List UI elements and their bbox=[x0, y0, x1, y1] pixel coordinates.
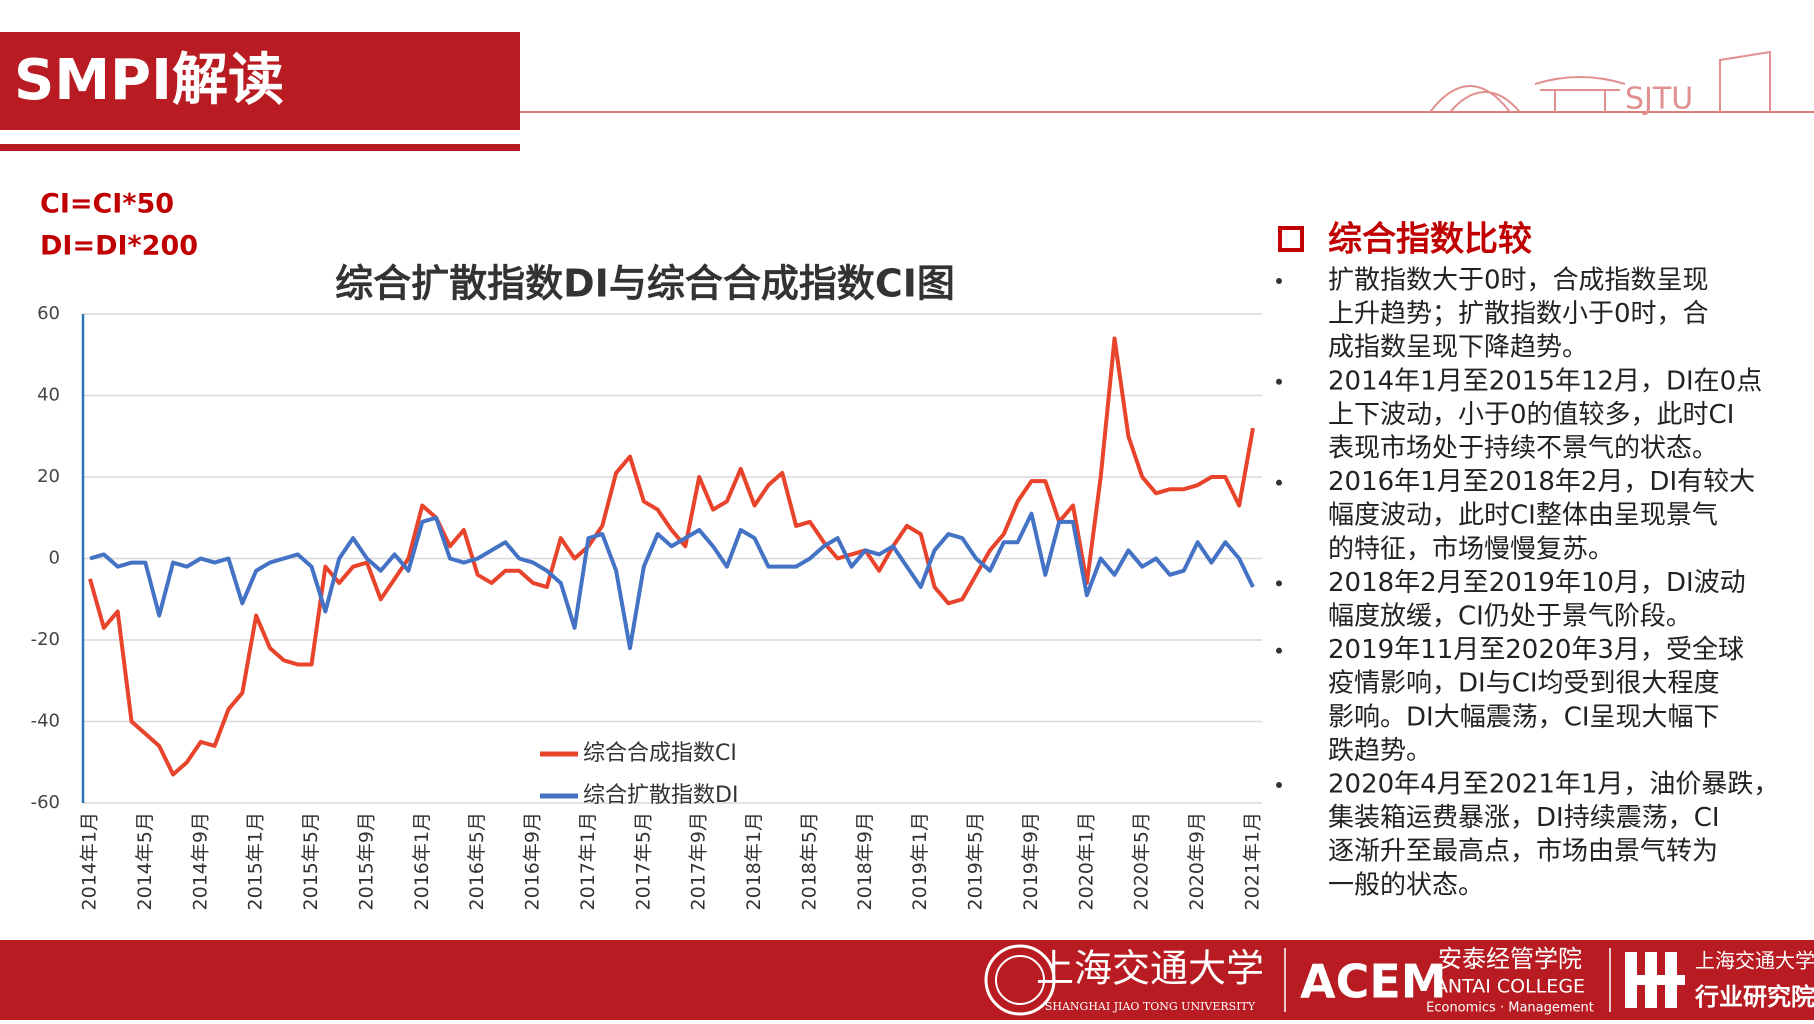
x-tick-label: 2017年9月 bbox=[688, 812, 710, 910]
x-tick-label: 2020年9月 bbox=[1186, 812, 1208, 910]
sjtu-logo bbox=[1429, 50, 1771, 113]
panel-line: 2020年4月至2021年1月，油价暴跌， bbox=[1328, 770, 1779, 800]
x-tick-label: 2017年1月 bbox=[577, 812, 599, 910]
sjtu-seal bbox=[984, 944, 1056, 1016]
panel-line: 的特征，市场慢慢复苏。 bbox=[1328, 534, 1614, 564]
panel-line: 上升趋势；扩散指数小于0时，合 bbox=[1328, 299, 1709, 329]
bullet bbox=[1276, 647, 1282, 654]
bullet bbox=[1276, 580, 1282, 587]
panel-line: 集装箱运费暴涨，DI持续震荡，CI bbox=[1328, 803, 1720, 833]
x-tick-label: 2015年1月 bbox=[245, 812, 267, 910]
footer-antai-sub: Economics · Management bbox=[1426, 1001, 1594, 1016]
x-tick-label: 2014年1月 bbox=[79, 812, 101, 910]
footer-inst-top: 上海交通大学 bbox=[1695, 949, 1814, 973]
note: CI=CI*50 bbox=[40, 189, 174, 220]
panel-line: 一般的状态。 bbox=[1328, 870, 1484, 900]
y-tick-label: 0 bbox=[49, 548, 60, 569]
x-tick-label: 2016年9月 bbox=[522, 812, 544, 910]
x-tick-label: 2018年1月 bbox=[743, 812, 765, 910]
x-tick-label: 2019年5月 bbox=[965, 812, 987, 910]
y-tick-label: -60 bbox=[31, 792, 60, 813]
x-tick-label: 2020年1月 bbox=[1075, 812, 1097, 910]
y-tick-label: -40 bbox=[31, 711, 60, 732]
footer-band bbox=[0, 940, 1814, 1020]
sjtu-logo-text: SJTU bbox=[1625, 82, 1693, 117]
x-tick-label: 2021年1月 bbox=[1242, 812, 1264, 910]
legend-label: 综合扩散指数DI bbox=[583, 783, 738, 808]
y-tick-label: 20 bbox=[37, 466, 60, 487]
bullet bbox=[1276, 782, 1282, 788]
bullet bbox=[1276, 378, 1282, 385]
x-tick-label: 2015年9月 bbox=[355, 812, 377, 910]
x-tick-label: 2016年1月 bbox=[411, 812, 433, 910]
bullet bbox=[1276, 278, 1282, 284]
panel-line: 幅度波动，此时CI整体由呈现景气 bbox=[1328, 501, 1718, 531]
inst-logo bbox=[1625, 952, 1685, 1008]
panel-line: 跌趋势。 bbox=[1328, 736, 1432, 766]
y-tick-label: -20 bbox=[31, 629, 60, 650]
x-tick-label: 2019年1月 bbox=[909, 812, 931, 910]
legend-label: 综合合成指数CI bbox=[583, 741, 737, 766]
panel-line: 疫情影响，DI与CI均受到很大程度 bbox=[1328, 669, 1720, 699]
series-line bbox=[89, 511, 1255, 651]
y-tick-label: 60 bbox=[37, 303, 60, 324]
x-tick-label: 2014年9月 bbox=[189, 812, 211, 910]
panel-line: 逐渐升至最高点，市场由景气转为 bbox=[1328, 837, 1718, 867]
panel-line: 上下波动，小于0的值较多，此时CI bbox=[1328, 400, 1734, 430]
panel-line: 成指数呈现下降趋势。 bbox=[1328, 333, 1588, 363]
footer-antai-cn: 安泰经管学院 bbox=[1438, 945, 1582, 973]
footer-antai-en: ANTAI COLLEGE bbox=[1435, 976, 1585, 998]
x-tick-label: 2015年5月 bbox=[300, 812, 322, 910]
header-rule bbox=[0, 144, 520, 151]
panel-line: 2018年2月至2019年10月，DI波动 bbox=[1328, 568, 1746, 598]
panel-line: 2014年1月至2015年12月，DI在0点 bbox=[1328, 366, 1762, 396]
panel-line: 幅度放缓，CI仍处于景气阶段。 bbox=[1328, 602, 1692, 632]
panel-line: 表现市场处于持续不景气的状态。 bbox=[1328, 434, 1718, 464]
footer-sjtu-cn: 上海交通大学 bbox=[1036, 947, 1264, 991]
y-tick-label: 40 bbox=[37, 385, 60, 406]
header-title: SMPI解读 bbox=[14, 48, 284, 113]
bullet bbox=[1276, 479, 1282, 486]
panel-heading: 综合指数比较 bbox=[1328, 220, 1532, 260]
panel-line: 扩散指数大于0时，合成指数呈现 bbox=[1328, 266, 1709, 296]
note: DI=DI*200 bbox=[40, 231, 198, 262]
chart-title: 综合扩散指数DI与综合合成指数CI图 bbox=[335, 262, 955, 306]
x-tick-label: 2016年5月 bbox=[466, 812, 488, 910]
header-box bbox=[0, 32, 520, 130]
panel-line: 2016年1月至2018年2月，DI有较大 bbox=[1328, 467, 1755, 497]
footer-sjtu-en: SHANGHAI JIAO TONG UNIVERSITY bbox=[1045, 1000, 1256, 1013]
x-tick-label: 2017年5月 bbox=[632, 812, 654, 910]
x-tick-label: 2020年5月 bbox=[1131, 812, 1153, 910]
sjtu-seal bbox=[995, 955, 1045, 1005]
panel-line: 2019年11月至2020年3月，受全球 bbox=[1328, 635, 1744, 665]
x-tick-label: 2019年9月 bbox=[1020, 812, 1042, 910]
footer-acem: ACEM bbox=[1300, 955, 1447, 1009]
x-tick-label: 2018年5月 bbox=[798, 812, 820, 910]
panel-line: 影响。DI大幅震荡，CI呈现大幅下 bbox=[1328, 702, 1720, 732]
heading-icon bbox=[1278, 226, 1304, 252]
footer-inst-bottom: 行业研究院 bbox=[1694, 983, 1814, 1011]
x-tick-label: 2018年9月 bbox=[854, 812, 876, 910]
x-tick-label: 2014年5月 bbox=[134, 812, 156, 910]
